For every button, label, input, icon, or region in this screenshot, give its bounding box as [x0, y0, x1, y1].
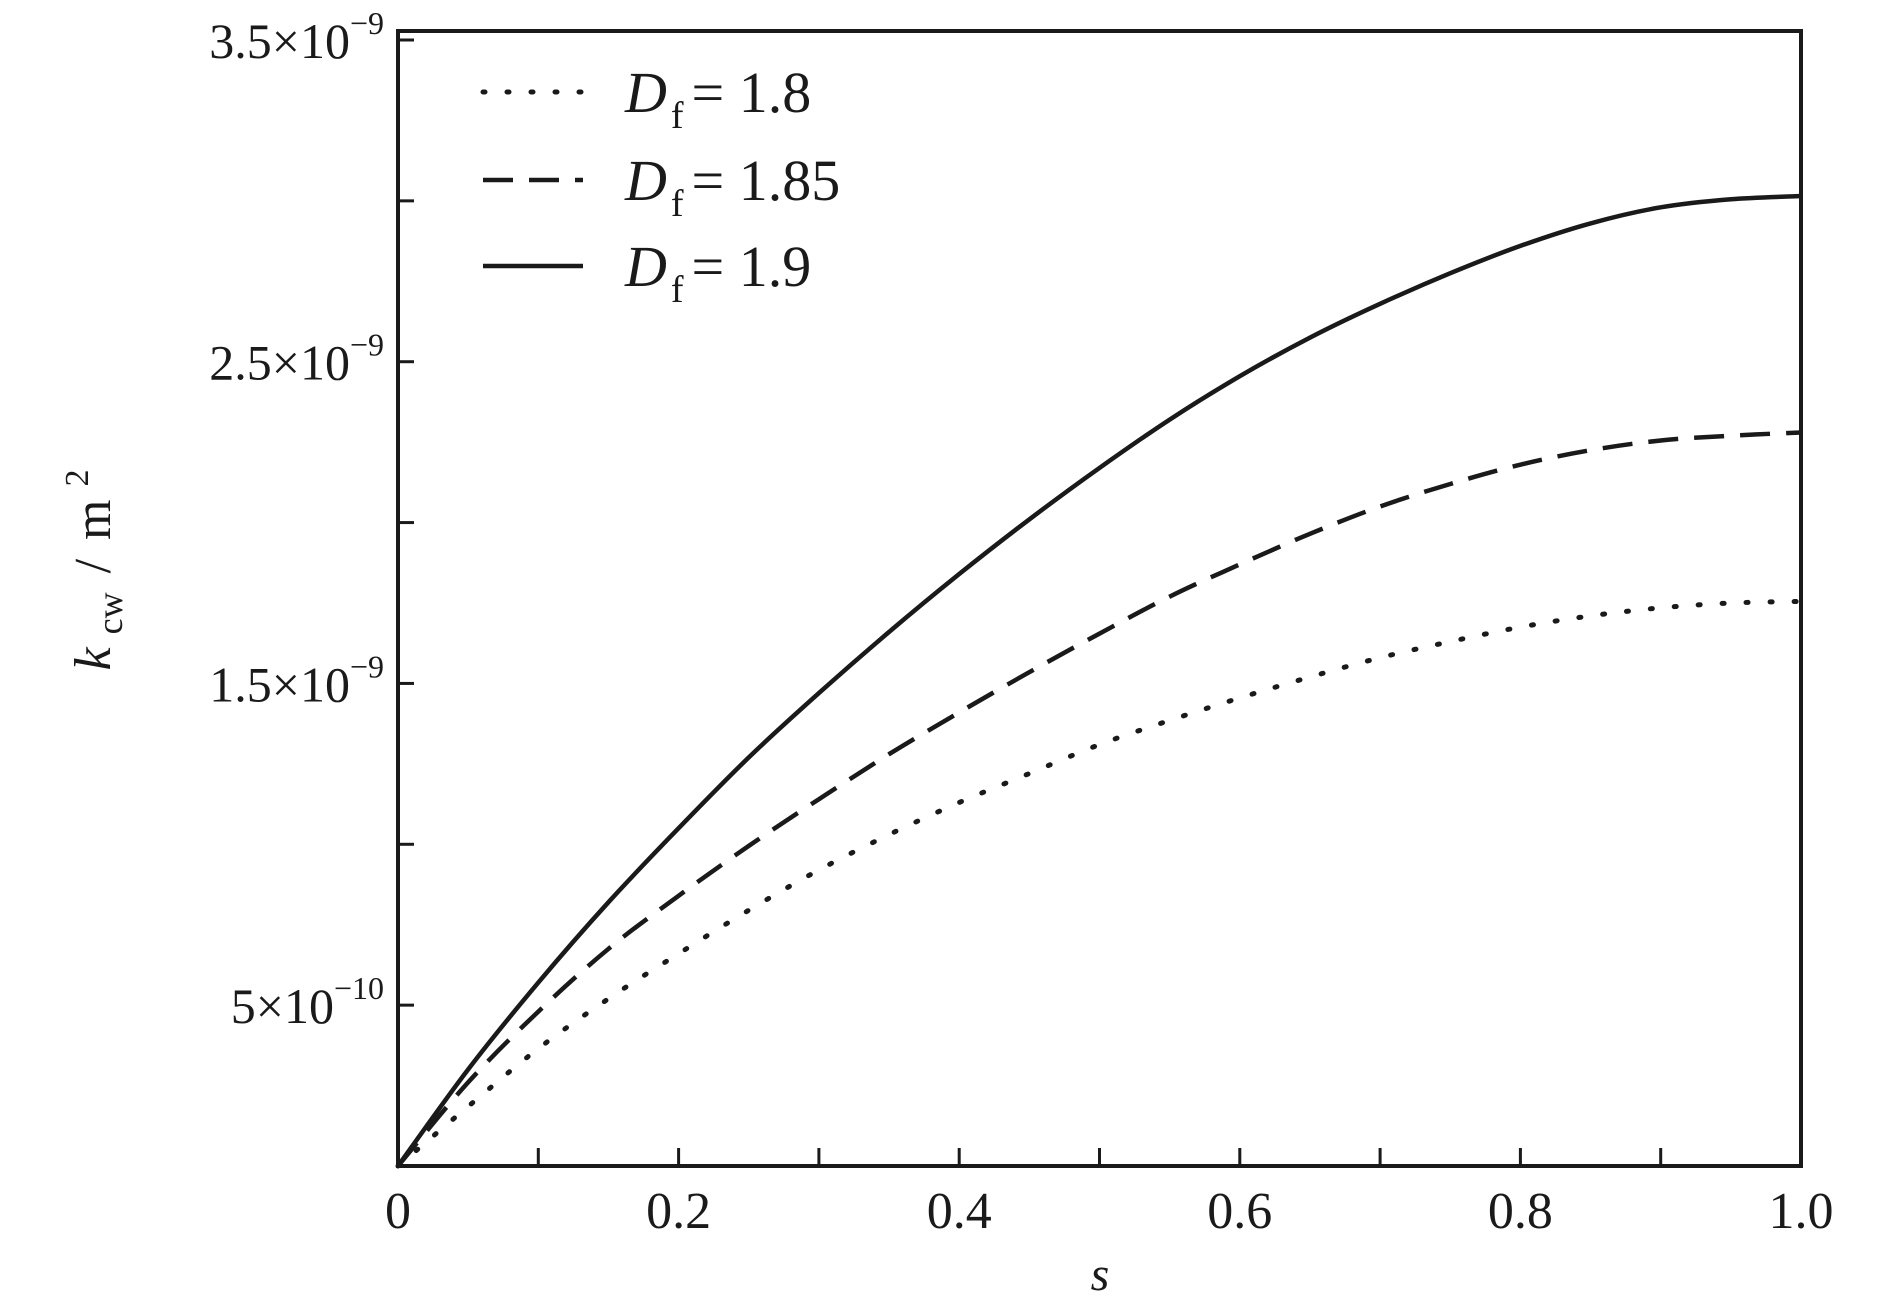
x-tick-label: 0 — [385, 1183, 411, 1240]
legend-label-symbol: D — [624, 60, 667, 125]
plot-frame — [396, 29, 1803, 1168]
y-tick-mantissa: 5 — [231, 978, 256, 1034]
legend-label-value: = 1.9 — [692, 234, 812, 299]
legend-label-symbol: D — [624, 148, 667, 213]
y-tick-label: 3.5×10−9 — [209, 5, 384, 69]
x-tick-label: 0.6 — [1207, 1183, 1272, 1240]
y-axis-label: k cw / m 2 — [59, 470, 134, 671]
y-tick-exponent: −9 — [350, 648, 384, 684]
legend-label-subscript: f — [671, 269, 684, 311]
y-tick-label: 5×10−10 — [231, 970, 384, 1034]
y-axis-label-unit-exponent: 2 — [59, 470, 96, 487]
x-tick-label: 0.2 — [646, 1183, 711, 1240]
y-tick-label: 2.5×10−9 — [209, 327, 384, 391]
y-tick-mantissa: 3.5 — [209, 13, 272, 69]
y-tick-times: ×10 — [272, 13, 350, 69]
x-axis-label: s — [1091, 1248, 1110, 1299]
y-tick-exponent: −10 — [334, 970, 384, 1006]
x-axis-ticks: 0 0.2 0.4 0.6 0.8 1.0 — [385, 1148, 1834, 1240]
y-axis-label-subscript: cw — [90, 592, 130, 634]
y-axis-label-symbol: k — [65, 646, 122, 670]
y-tick-exponent: −9 — [350, 327, 384, 363]
y-tick-times: ×10 — [272, 656, 350, 712]
series-layer — [395, 193, 1804, 1169]
y-tick-times: ×10 — [256, 978, 334, 1034]
y-tick-label: 1.5×10−9 — [209, 648, 384, 712]
y-axis-ticks: 5×10−101.5×10−92.5×10−93.5×10−9 — [209, 5, 414, 1034]
x-tick-label: 0.8 — [1488, 1183, 1553, 1240]
legend-label-symbol: D — [624, 234, 667, 299]
series-line-dashed — [396, 430, 1802, 1168]
legend-label-subscript: f — [671, 95, 684, 137]
series-line-solid — [396, 193, 1802, 1168]
series-line-dotted — [395, 598, 1804, 1169]
y-axis-label-slash: / — [65, 558, 122, 573]
legend-label-value: = 1.85 — [692, 148, 841, 213]
y-tick-mantissa: 2.5 — [209, 335, 272, 391]
x-tick-label: 0.4 — [927, 1183, 992, 1240]
y-tick-times: ×10 — [272, 335, 350, 391]
y-tick-mantissa: 1.5 — [209, 656, 272, 712]
legend-label-subscript: f — [671, 183, 684, 225]
legend-label-value: = 1.8 — [692, 60, 812, 125]
y-axis-label-unit: m — [65, 500, 122, 540]
x-tick-label: 1.0 — [1769, 1183, 1834, 1240]
y-tick-exponent: −9 — [350, 5, 384, 41]
